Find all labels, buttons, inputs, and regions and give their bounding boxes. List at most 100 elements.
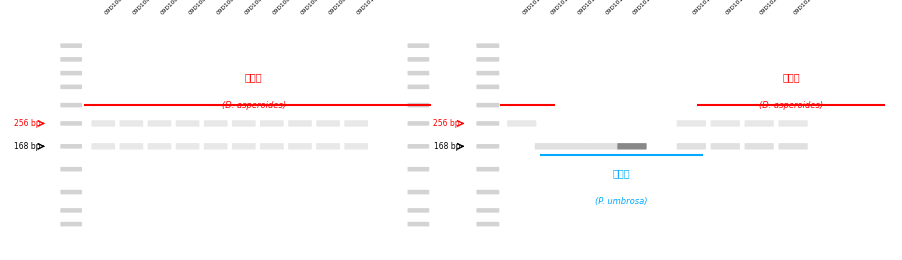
FancyBboxPatch shape xyxy=(317,143,340,149)
FancyBboxPatch shape xyxy=(260,120,284,127)
FancyBboxPatch shape xyxy=(60,103,82,107)
FancyBboxPatch shape xyxy=(91,143,115,149)
FancyBboxPatch shape xyxy=(60,167,82,172)
FancyBboxPatch shape xyxy=(204,120,227,127)
FancyBboxPatch shape xyxy=(408,43,429,48)
FancyBboxPatch shape xyxy=(408,144,429,149)
Text: 09D1007: 09D1007 xyxy=(272,0,294,16)
Text: 09D1012: 09D1012 xyxy=(549,0,572,16)
Text: 256 bp: 256 bp xyxy=(433,119,460,128)
Text: 19: 19 xyxy=(788,30,798,39)
FancyBboxPatch shape xyxy=(148,143,171,149)
Text: 09D1021: 09D1021 xyxy=(793,0,815,16)
FancyBboxPatch shape xyxy=(288,143,312,149)
FancyBboxPatch shape xyxy=(476,43,500,48)
FancyBboxPatch shape xyxy=(778,143,807,149)
FancyBboxPatch shape xyxy=(148,120,171,127)
Text: 09D1013: 09D1013 xyxy=(577,0,599,16)
Text: 09D1002: 09D1002 xyxy=(132,0,154,16)
Text: 전속단: 전속단 xyxy=(782,72,800,82)
FancyBboxPatch shape xyxy=(676,120,706,127)
Text: 09D1015: 09D1015 xyxy=(632,0,655,16)
FancyBboxPatch shape xyxy=(711,120,740,127)
Text: 10: 10 xyxy=(352,30,361,39)
FancyBboxPatch shape xyxy=(711,143,740,149)
FancyBboxPatch shape xyxy=(260,143,284,149)
FancyBboxPatch shape xyxy=(476,190,500,194)
Text: 4: 4 xyxy=(185,30,190,39)
FancyBboxPatch shape xyxy=(476,121,500,126)
Text: 14: 14 xyxy=(600,30,609,39)
Text: 8: 8 xyxy=(298,30,302,39)
FancyBboxPatch shape xyxy=(60,144,82,149)
Text: 7: 7 xyxy=(270,30,274,39)
FancyBboxPatch shape xyxy=(60,71,82,75)
FancyBboxPatch shape xyxy=(288,120,312,127)
Text: 09D1006: 09D1006 xyxy=(244,0,266,16)
FancyBboxPatch shape xyxy=(408,84,429,89)
Text: 13: 13 xyxy=(572,30,582,39)
FancyBboxPatch shape xyxy=(476,57,500,62)
FancyBboxPatch shape xyxy=(408,103,429,107)
Text: (D. asperoides): (D. asperoides) xyxy=(222,101,286,109)
FancyBboxPatch shape xyxy=(744,120,774,127)
FancyBboxPatch shape xyxy=(476,84,500,89)
Text: 09D1019: 09D1019 xyxy=(725,0,748,16)
FancyBboxPatch shape xyxy=(120,143,143,149)
FancyBboxPatch shape xyxy=(408,167,429,172)
Text: 11: 11 xyxy=(517,30,527,39)
FancyBboxPatch shape xyxy=(590,143,619,149)
Text: 09D1003: 09D1003 xyxy=(160,0,182,16)
FancyBboxPatch shape xyxy=(204,143,227,149)
FancyBboxPatch shape xyxy=(60,208,82,213)
FancyBboxPatch shape xyxy=(476,222,500,226)
Text: 09D1004: 09D1004 xyxy=(188,0,210,16)
FancyBboxPatch shape xyxy=(476,103,500,107)
Text: 한속단: 한속단 xyxy=(612,168,630,178)
FancyBboxPatch shape xyxy=(60,222,82,226)
FancyBboxPatch shape xyxy=(60,84,82,89)
FancyBboxPatch shape xyxy=(120,120,143,127)
FancyBboxPatch shape xyxy=(476,208,500,213)
Text: 3: 3 xyxy=(157,30,162,39)
Text: 09D1016: 09D1016 xyxy=(691,0,713,16)
Text: 6: 6 xyxy=(242,30,246,39)
Text: 256 bp: 256 bp xyxy=(14,119,41,128)
Text: 09D1010: 09D1010 xyxy=(356,0,379,16)
FancyBboxPatch shape xyxy=(562,143,592,149)
Text: 09D1005: 09D1005 xyxy=(216,0,238,16)
Text: 1: 1 xyxy=(101,30,106,39)
Text: 17: 17 xyxy=(721,30,730,39)
Text: 09D1020: 09D1020 xyxy=(759,0,782,16)
FancyBboxPatch shape xyxy=(476,71,500,75)
Text: 9: 9 xyxy=(326,30,330,39)
Text: M: M xyxy=(484,30,492,39)
FancyBboxPatch shape xyxy=(778,120,807,127)
FancyBboxPatch shape xyxy=(535,143,564,149)
FancyBboxPatch shape xyxy=(232,143,255,149)
FancyBboxPatch shape xyxy=(408,71,429,75)
Text: 2: 2 xyxy=(129,30,133,39)
Text: 09D1011: 09D1011 xyxy=(521,0,544,16)
Text: 18: 18 xyxy=(754,30,764,39)
Text: 09D1009: 09D1009 xyxy=(328,0,351,16)
FancyBboxPatch shape xyxy=(507,120,537,127)
FancyBboxPatch shape xyxy=(176,120,199,127)
Text: 전속단: 전속단 xyxy=(245,72,262,82)
FancyBboxPatch shape xyxy=(60,121,82,126)
FancyBboxPatch shape xyxy=(91,120,115,127)
FancyBboxPatch shape xyxy=(476,144,500,149)
FancyBboxPatch shape xyxy=(408,57,429,62)
Text: (D. asperoides): (D. asperoides) xyxy=(759,101,823,109)
Text: 16: 16 xyxy=(686,30,696,39)
FancyBboxPatch shape xyxy=(60,57,82,62)
FancyBboxPatch shape xyxy=(176,143,199,149)
Text: 15: 15 xyxy=(627,30,637,39)
FancyBboxPatch shape xyxy=(744,143,774,149)
Text: 168 bp: 168 bp xyxy=(434,142,460,151)
Text: 09D1001: 09D1001 xyxy=(104,0,125,16)
FancyBboxPatch shape xyxy=(408,222,429,226)
Text: 168 bp: 168 bp xyxy=(14,142,41,151)
FancyBboxPatch shape xyxy=(617,143,647,149)
FancyBboxPatch shape xyxy=(408,121,429,126)
